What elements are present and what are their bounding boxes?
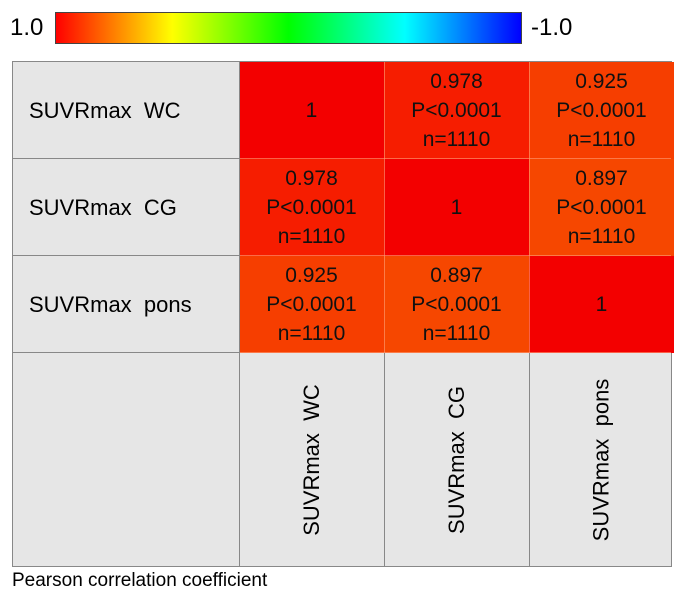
chart-footer: Pearson correlation coefficient: [12, 570, 268, 591]
heatmap-cell: 0.925 P<0.0001 n=1110: [239, 256, 384, 353]
row-label: SUVRmax WC: [29, 97, 181, 123]
cell-divider: [529, 62, 530, 353]
cell-text-line: n=1110: [567, 128, 636, 151]
cell-text-line: P<0.0001: [411, 99, 502, 122]
heatmap-cell: 0.897 P<0.0001 n=1110: [529, 159, 674, 256]
heatmap-cell: 1: [384, 159, 529, 256]
correlation-heatmap: 1 0.978 P<0.0001 n=1110 0.925 P<0.0001 n=1110 0…: [12, 61, 674, 567]
cell-text-line: P<0.0001: [411, 293, 502, 316]
row-divider: [13, 352, 239, 353]
cell-text-line: P<0.0001: [556, 99, 647, 122]
cell-text-line: 1: [305, 99, 318, 122]
cell-text-line: 0.897: [430, 264, 483, 287]
colorbar-min-label: 1.0: [10, 14, 44, 41]
cell-text-line: n=1110: [422, 322, 491, 345]
cell-text-line: n=1110: [277, 225, 346, 248]
column-divider: [239, 62, 240, 566]
heatmap-cell: 0.897 P<0.0001 n=1110: [384, 256, 529, 353]
cell-text-line: 0.925: [575, 70, 628, 93]
column-label: SUVRmax CG: [443, 385, 469, 534]
cell-text-line: 0.978: [285, 167, 338, 190]
colorbar: [55, 12, 522, 44]
cell-text-line: 0.925: [285, 264, 338, 287]
cell-text-line: n=1110: [277, 322, 346, 345]
cell-text-line: n=1110: [422, 128, 491, 151]
column-divider: [384, 353, 385, 566]
row-divider: [13, 255, 239, 256]
cell-text-line: 0.897: [575, 167, 628, 190]
cell-divider: [239, 158, 671, 159]
cell-text-line: P<0.0001: [556, 196, 647, 219]
cell-text-line: P<0.0001: [266, 293, 357, 316]
heatmap-cell: 0.978 P<0.0001 n=1110: [239, 159, 384, 256]
cell-text-line: 1: [450, 196, 463, 219]
column-label: SUVRmax WC: [298, 383, 324, 536]
heatmap-cell: 1: [529, 256, 674, 353]
heatmap-cell: 1: [239, 62, 384, 159]
cell-divider: [239, 255, 671, 256]
column-label: SUVRmax pons: [588, 378, 614, 541]
cell-text-line: 0.978: [430, 70, 483, 93]
row-label: SUVRmax pons: [29, 291, 192, 317]
cell-divider: [384, 62, 385, 353]
heatmap-cell: 0.978 P<0.0001 n=1110: [384, 62, 529, 159]
heatmap-cell: 0.925 P<0.0001 n=1110: [529, 62, 674, 159]
cell-divider: [239, 352, 671, 353]
row-divider: [13, 158, 239, 159]
colorbar-max-label: -1.0: [531, 14, 573, 41]
cell-text-line: P<0.0001: [266, 196, 357, 219]
cell-text-line: n=1110: [567, 225, 636, 248]
cell-text-line: 1: [595, 293, 608, 316]
row-label: SUVRmax CG: [29, 194, 177, 220]
column-divider: [529, 353, 530, 566]
